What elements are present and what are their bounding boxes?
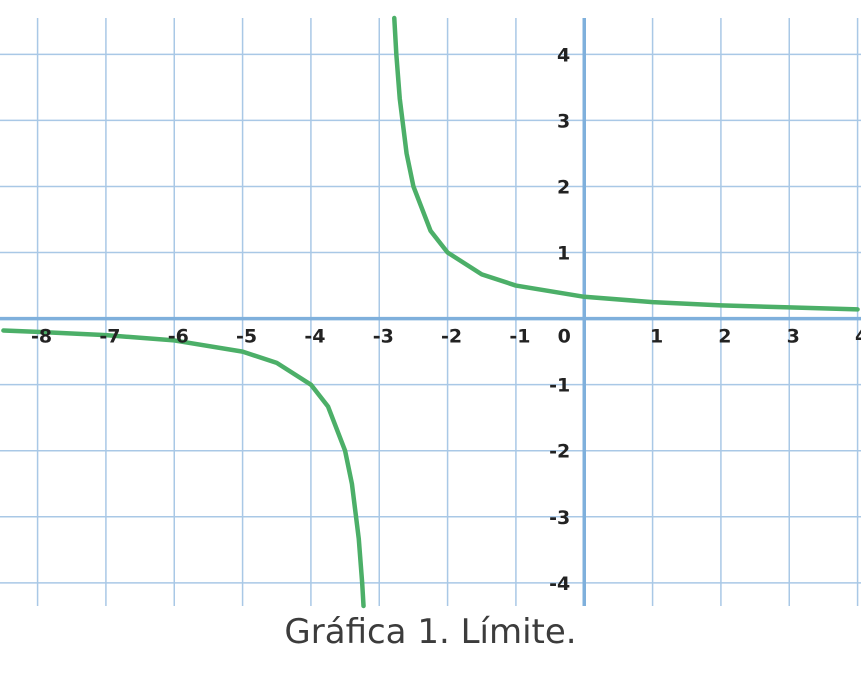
x-tick-label: -3 <box>373 326 394 348</box>
y-tick-label: -2 <box>549 441 570 463</box>
grid <box>0 18 861 606</box>
curves <box>1 15 860 609</box>
y-tick-label: -1 <box>549 375 570 397</box>
function-graph: -8 -7 -6 -5 -4 -3 -2 -1 0 1 2 3 4 -4 -3 -2 -1 1 2 3 4 <box>0 15 861 609</box>
x-tick-label: -8 <box>31 326 52 348</box>
y-tick-label: -4 <box>549 573 570 595</box>
figure-caption: Gráfica 1. Límite. <box>284 612 577 652</box>
x-tick-label: 0 <box>558 326 571 348</box>
y-tick-label: 1 <box>557 243 570 265</box>
x-tick-label: 2 <box>718 326 731 348</box>
x-tick-label: 4 <box>855 326 861 348</box>
x-tick-label: -5 <box>236 326 257 348</box>
axes <box>0 18 861 606</box>
curve-branch-right <box>392 15 860 312</box>
x-tick-label: -4 <box>304 326 325 348</box>
x-tick-label: -1 <box>509 326 530 348</box>
x-tick-label: 3 <box>787 326 800 348</box>
y-tick-label: -3 <box>549 507 570 529</box>
y-tick-label: 3 <box>557 110 570 132</box>
x-tick-label: 1 <box>650 326 663 348</box>
x-tick-label: -2 <box>441 326 462 348</box>
tick-labels: -8 -7 -6 -5 -4 -3 -2 -1 0 1 2 3 4 -4 -3 -2 -1 1 2 3 4 <box>31 44 861 595</box>
x-tick-label: -7 <box>99 326 120 348</box>
y-tick-label: 2 <box>557 176 570 198</box>
x-tick-label: -6 <box>168 326 189 348</box>
y-tick-label: 4 <box>557 44 570 66</box>
curve-branch-left <box>1 328 366 609</box>
